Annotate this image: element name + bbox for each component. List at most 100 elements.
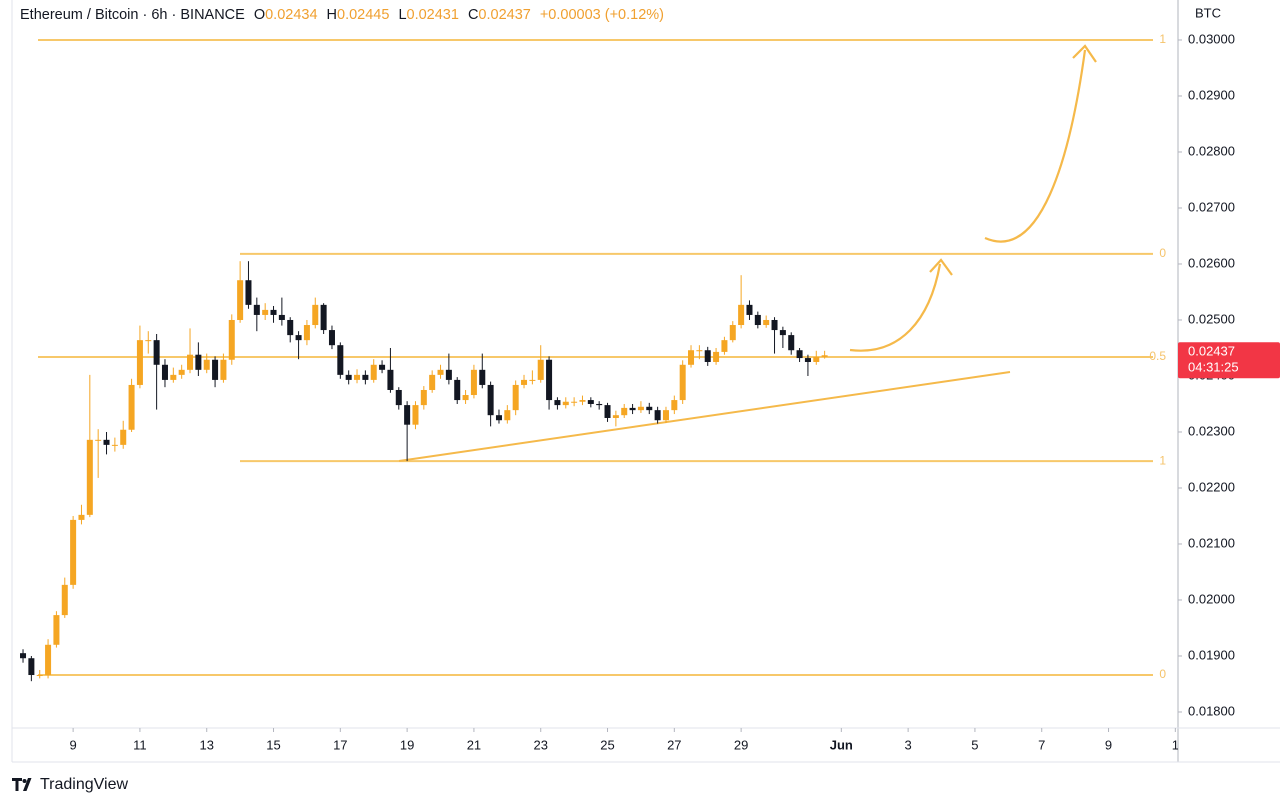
candle-body — [220, 359, 227, 380]
candle-body — [713, 351, 720, 362]
candle-body — [646, 406, 653, 411]
y-tick-label: 0.02200 — [1188, 479, 1235, 494]
candle-body — [721, 340, 728, 352]
candle-body — [370, 364, 377, 380]
y-tick-label: 0.02700 — [1188, 199, 1235, 214]
candle-body — [429, 374, 436, 390]
x-tick-label: 13 — [199, 737, 213, 752]
brand-name: TradingView — [40, 776, 128, 793]
candle-body — [111, 444, 118, 446]
x-tick-label: 3 — [905, 737, 912, 752]
candle-body — [629, 407, 636, 411]
candle-body — [120, 429, 127, 445]
y-tick-label: 0.03000 — [1188, 31, 1235, 46]
candle-body — [729, 325, 736, 341]
x-tick-label: Jun — [830, 737, 853, 752]
candle-body — [479, 369, 486, 385]
change: +0.00003 (+0.12%) — [540, 7, 664, 23]
candle-body — [278, 314, 285, 320]
candle-body — [170, 374, 177, 380]
y-tick-label: 0.02300 — [1188, 423, 1235, 438]
axis-unit: BTC — [1195, 5, 1221, 20]
x-tick-label: 5 — [971, 737, 978, 752]
candle-body — [45, 644, 52, 676]
candle-body — [70, 519, 77, 585]
y-tick-label: 0.02900 — [1188, 87, 1235, 102]
candle-body — [529, 379, 536, 381]
y-tick-label: 0.02600 — [1188, 255, 1235, 270]
ohlc-label: O — [254, 7, 265, 23]
y-tick-label: 0.02000 — [1188, 591, 1235, 606]
candle-body — [28, 658, 35, 676]
price-tag-box — [1178, 342, 1280, 379]
candle-body — [437, 369, 444, 375]
candle-body — [445, 369, 452, 380]
ohlc-value: 0.02431 — [407, 7, 459, 23]
x-tick-label: 11 — [133, 737, 147, 752]
brand-logo-dot — [22, 779, 27, 783]
candle-body — [61, 584, 68, 616]
candle-body — [153, 340, 160, 365]
y-tick-label: 0.02500 — [1188, 311, 1235, 326]
fib-levels: 1 0 0.5 1 0 — [38, 32, 1166, 681]
ohlc-value: 0.02445 — [337, 7, 389, 23]
candle-body — [128, 384, 135, 430]
candle-body — [813, 356, 820, 362]
x-tick-label: 21 — [467, 737, 481, 752]
x-tick-label: 23 — [533, 737, 547, 752]
x-tick-label: 27 — [667, 737, 681, 752]
candle-body — [771, 319, 778, 331]
candle-body — [262, 309, 269, 315]
candle-body — [379, 364, 386, 370]
ohlc-label: C — [468, 7, 478, 23]
price-tag-countdown: 04:31:25 — [1188, 360, 1239, 375]
candle-body — [404, 405, 411, 425]
candle-body — [763, 319, 770, 326]
candle-body — [412, 405, 419, 425]
candle-body — [662, 410, 669, 421]
y-tick-label: 0.02100 — [1188, 535, 1235, 550]
level-label: 0.5 — [1149, 349, 1166, 363]
x-tick-label: 15 — [266, 737, 280, 752]
candle-body — [103, 439, 110, 445]
candle-body — [537, 359, 544, 380]
candle-body — [187, 354, 194, 370]
candle-body — [228, 319, 235, 360]
y-tick-label: 0.01800 — [1188, 703, 1235, 718]
ohlc-value: 0.02434 — [265, 7, 317, 23]
candle-body — [395, 389, 402, 406]
x-tick-label: 1 — [1172, 737, 1179, 752]
candle-body — [295, 335, 302, 341]
x-tick-label: 29 — [734, 737, 748, 752]
candle-body — [253, 304, 260, 315]
candles — [20, 261, 828, 682]
x-tick-label: 7 — [1038, 737, 1045, 752]
candle-body — [337, 345, 344, 375]
candle-body — [145, 340, 152, 342]
candle-body — [362, 374, 369, 380]
candle-body — [454, 379, 461, 401]
candle-body — [738, 304, 745, 326]
x-tick-label: 17 — [333, 737, 347, 752]
candle-body — [136, 340, 143, 385]
level-label: 1 — [1159, 32, 1166, 46]
candle-body — [53, 615, 60, 645]
candle-body — [671, 400, 678, 411]
candle-body — [821, 355, 828, 357]
candle-body — [203, 359, 210, 370]
candle-body — [86, 439, 93, 515]
candle-body — [579, 400, 586, 402]
candle-body — [462, 395, 469, 401]
candle-body — [746, 304, 753, 315]
x-tick-label: 9 — [1105, 737, 1112, 752]
ohlc-value: 0.02437 — [478, 7, 530, 23]
level-label: 0 — [1159, 246, 1166, 260]
arrow-curve — [984, 49, 1087, 243]
candle-body — [779, 330, 786, 336]
candle-body — [303, 325, 310, 341]
x-tick-label: 25 — [600, 737, 614, 752]
candle-body — [704, 350, 711, 362]
